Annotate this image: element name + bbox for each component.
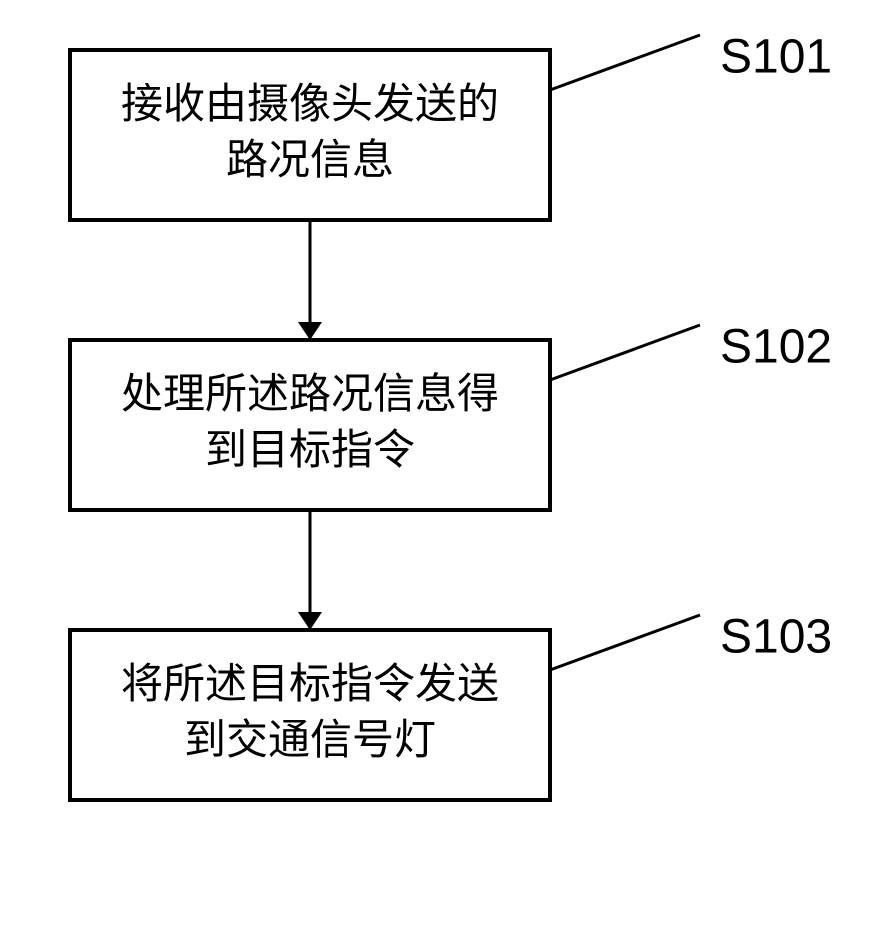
flowchart-canvas: 接收由摄像头发送的路况信息 S101 处理所述路况信息得到目标指令 S102 将所述目标… [0, 0, 871, 940]
flow-node-s103: 将所述目标指令发送到交通信号灯 S103 [70, 611, 832, 800]
step-label: S103 [720, 611, 832, 664]
step-label: S102 [720, 321, 832, 374]
flow-node-text: 接收由摄像头发送的 [121, 80, 499, 127]
leader-line [550, 325, 700, 380]
flow-node-box [70, 340, 550, 510]
flow-node-text: 到目标指令 [205, 426, 415, 473]
flow-node-text: 处理所述路况信息得 [121, 370, 499, 417]
flow-node-text: 将所述目标指令发送 [121, 660, 499, 707]
step-label: S101 [720, 31, 832, 84]
flow-node-text: 路况信息 [226, 136, 394, 183]
leader-line [550, 615, 700, 670]
flow-node-s102: 处理所述路况信息得到目标指令 S102 [70, 321, 832, 510]
flow-node-s101: 接收由摄像头发送的路况信息 S101 [70, 31, 832, 220]
flow-node-text: 到交通信号灯 [184, 716, 436, 763]
flow-node-box [70, 630, 550, 800]
leader-line [550, 35, 700, 90]
flow-node-box [70, 50, 550, 220]
